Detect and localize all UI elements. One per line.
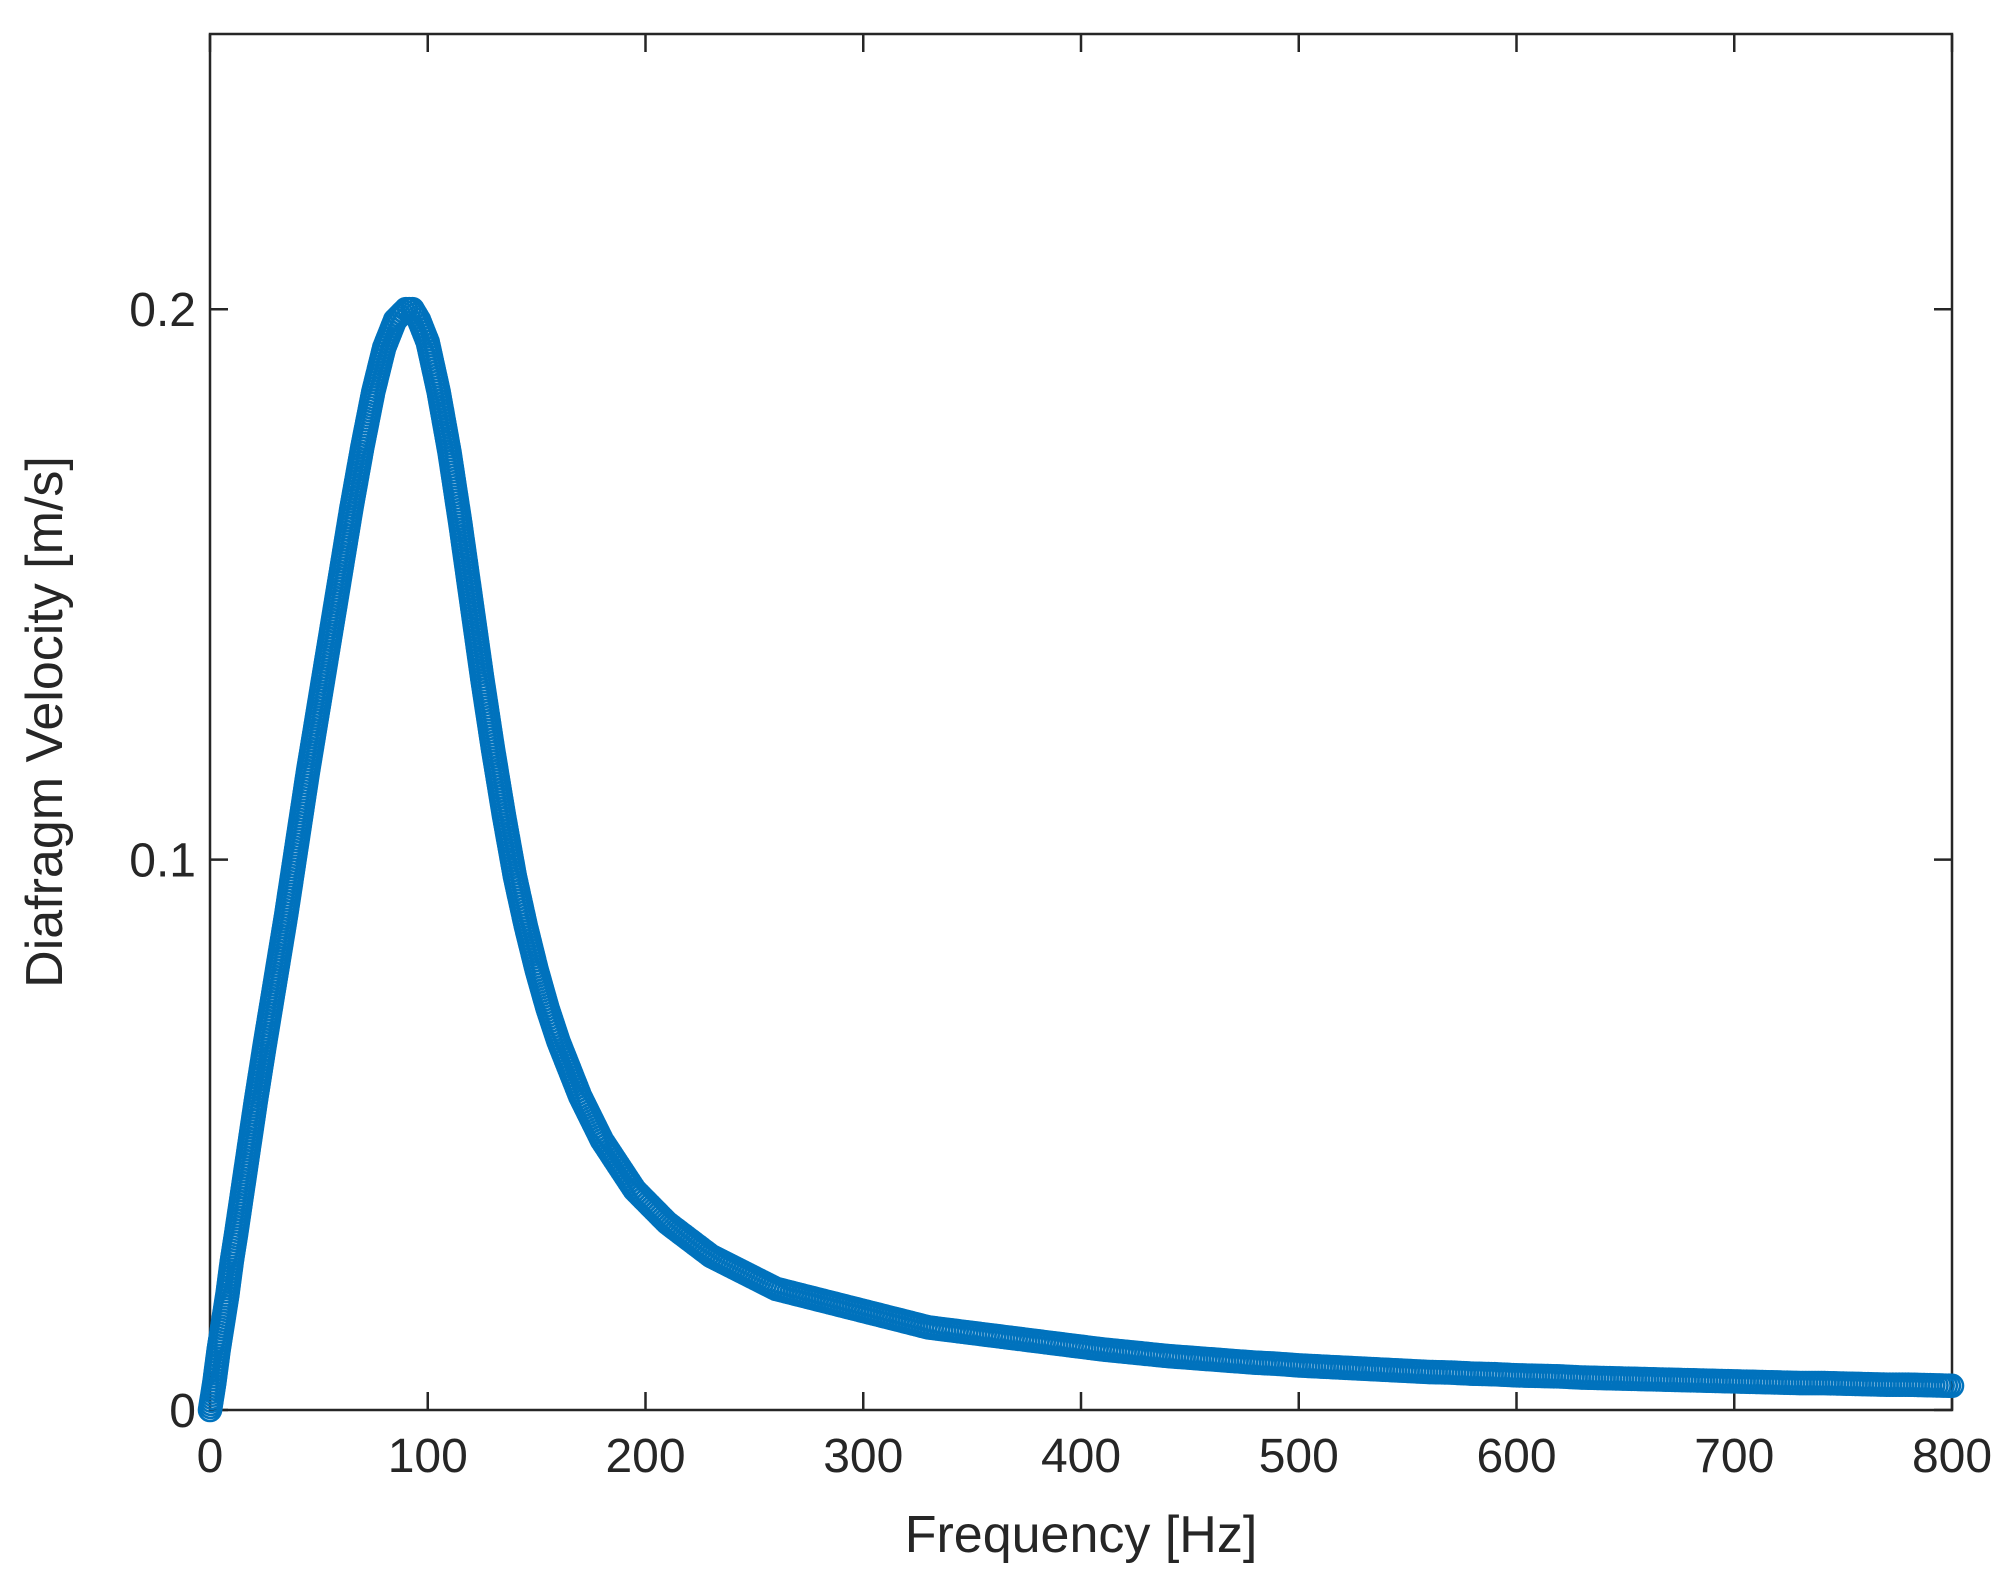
x-tick-label: 700 xyxy=(1694,1430,1774,1483)
data-series xyxy=(197,296,1965,1423)
x-tick-label: 300 xyxy=(823,1430,903,1483)
y-tick-label: 0.2 xyxy=(129,284,196,337)
plot-area-frame xyxy=(208,32,1954,1412)
x-axis-label: Frequency [Hz] xyxy=(905,1506,1258,1564)
x-tick-label: 400 xyxy=(1041,1430,1121,1483)
x-tick-label: 100 xyxy=(388,1430,468,1483)
y-tick-label: 0.1 xyxy=(129,835,196,888)
y-axis-label: Diafragm Velocity [m/s] xyxy=(16,456,74,988)
data-point xyxy=(1939,1373,1965,1399)
x-ticks: 0 100 200 300 400 500 600 700 800 xyxy=(197,34,1992,1483)
x-tick-label: 500 xyxy=(1259,1430,1339,1483)
x-tick-label: 600 xyxy=(1476,1430,1556,1483)
axes xyxy=(208,32,1954,1412)
y-ticks: 0 0.1 0.2 xyxy=(129,284,1952,1438)
x-tick-label: 200 xyxy=(605,1430,685,1483)
x-tick-label: 0 xyxy=(197,1430,224,1483)
y-tick-label: 0 xyxy=(169,1385,196,1438)
x-tick-label: 800 xyxy=(1912,1430,1992,1483)
